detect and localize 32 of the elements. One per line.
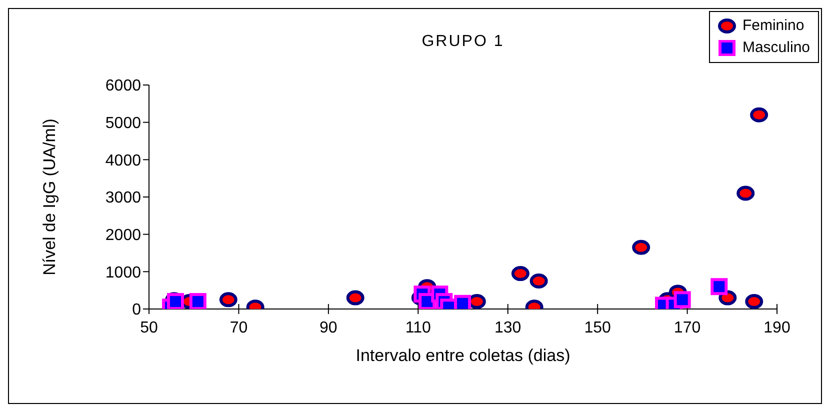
- y-tick-label: 4000: [105, 152, 142, 170]
- point: [511, 266, 530, 282]
- point: [189, 293, 206, 309]
- x-tick-label: 50: [140, 319, 158, 336]
- x-tick-label: 130: [494, 319, 522, 336]
- point: [674, 291, 691, 308]
- point: [219, 292, 238, 308]
- x-tick-label: 70: [230, 319, 248, 336]
- y-axis-title: Nível de IgG (UA/ml): [40, 118, 60, 276]
- y-tick-label: 6000: [105, 78, 142, 95]
- point: [736, 186, 755, 201]
- legend-label: Masculino: [742, 38, 810, 58]
- point: [530, 274, 548, 288]
- x-tick-label: 190: [764, 319, 790, 336]
- y-tick-label: 5000: [105, 115, 142, 132]
- point: [750, 107, 768, 122]
- point: [718, 290, 737, 306]
- x-tick-label: 150: [584, 319, 612, 336]
- x-axis-title: Intervalo entre coletas (dias): [356, 346, 570, 365]
- point: [745, 294, 764, 309]
- x-tick-label: 170: [674, 319, 701, 336]
- y-tick-label: 3000: [105, 190, 142, 207]
- legend-label: Feminino: [742, 16, 804, 36]
- y-tick-label: 0: [132, 302, 142, 319]
- point: [710, 278, 728, 296]
- y-tick-label: 2000: [105, 227, 142, 244]
- point: [346, 290, 364, 306]
- y-tick-label: 1000: [105, 264, 142, 282]
- x-tick-label: 110: [405, 319, 431, 336]
- x-tick-label: 90: [320, 319, 338, 336]
- point: [632, 240, 650, 255]
- chart-title: GRUPO 1: [422, 33, 504, 50]
